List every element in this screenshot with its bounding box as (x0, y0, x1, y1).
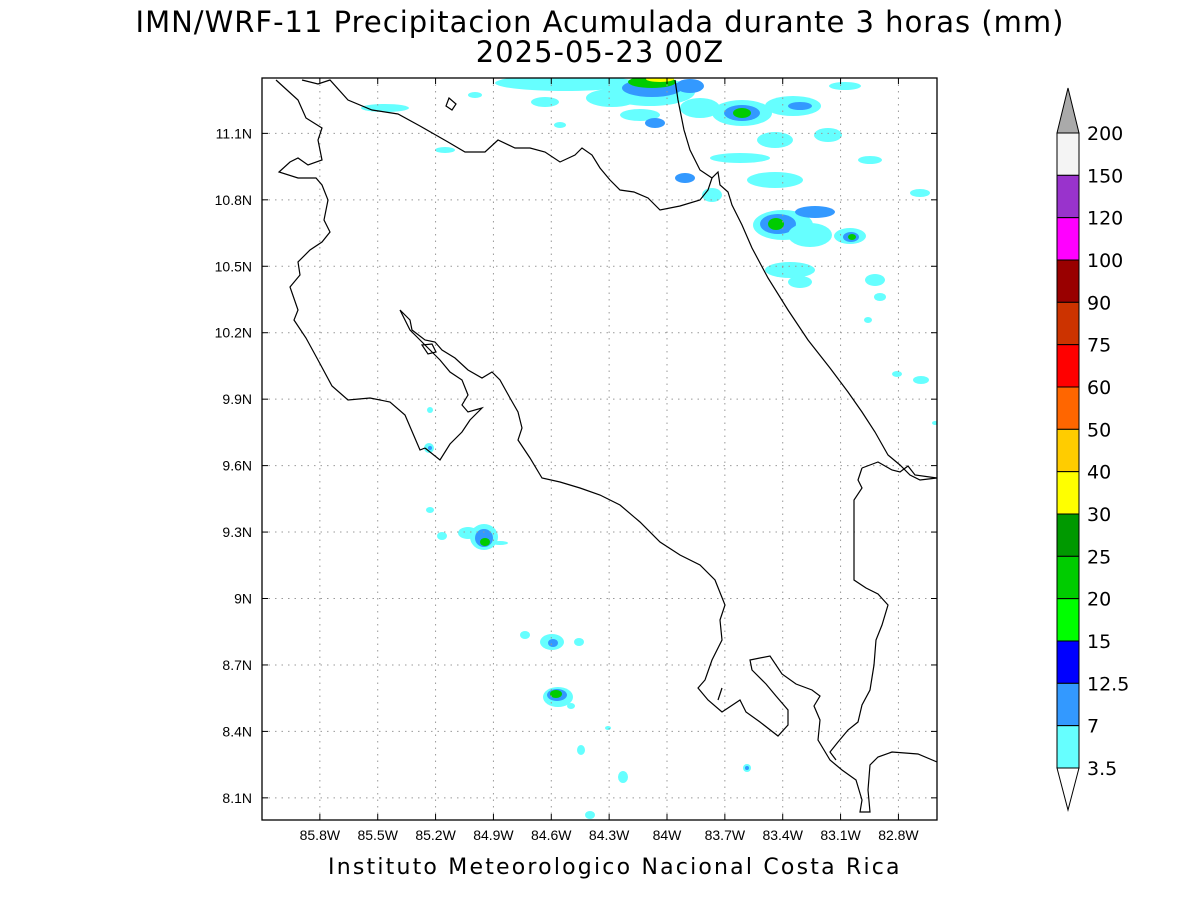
colorbar-label: 30 (1087, 504, 1111, 526)
colorbar-swatch (1056, 344, 1080, 388)
colorbar-label: 100 (1087, 250, 1123, 272)
y-tick-label: 9.3N (222, 524, 252, 540)
colorbar: 200 150 120 100 90 75 60 50 40 30 25 20 15 12.5 7 3.5 (1056, 87, 1129, 812)
x-tick-label: 83.7W (705, 827, 746, 843)
x-tick-label: 84.3W (589, 827, 630, 843)
colorbar-swatch (1056, 217, 1080, 261)
axes: 85.8W 85.5W 85.2W 84.9W 84.6W 84.3W 84W 83.7W 83… (215, 78, 937, 843)
x-tick-label: 83.1W (820, 827, 861, 843)
y-tick-label: 10.5N (215, 258, 252, 274)
colorbar-swatch (1056, 428, 1080, 473)
map-title: IMN/WRF-11 Precipitacion Acumulada duran… (135, 5, 1065, 39)
colorbar-swatch (1056, 725, 1080, 769)
colorbar-label: 150 (1087, 165, 1123, 187)
colorbar-label: 200 (1087, 123, 1123, 145)
x-tick-label: 85.2W (415, 827, 456, 843)
y-tick-label: 10.2N (215, 325, 252, 341)
y-tick-label: 11.1N (216, 125, 252, 141)
colorbar-label: 25 (1087, 546, 1111, 568)
colorbar-swatch (1056, 682, 1080, 727)
x-tick-label: 84.6W (531, 827, 572, 843)
colorbar-swatch (1056, 174, 1080, 219)
colorbar-swatch (1056, 598, 1080, 642)
colorbar-label: 12.5 (1087, 673, 1129, 695)
footer-credit: Instituto Meteorologico Nacional Costa R… (328, 855, 902, 880)
colorbar-under-triangle (1056, 767, 1080, 812)
colorbar-swatch (1056, 471, 1080, 515)
colorbar-label: 40 (1087, 462, 1111, 484)
colorbar-swatch (1056, 386, 1080, 430)
y-tick-label: 9N (234, 591, 252, 607)
x-tick-label: 84W (653, 827, 683, 843)
x-tick-label: 82.8W (878, 827, 919, 843)
colorbar-label: 60 (1087, 377, 1111, 399)
colorbar-label: 15 (1087, 631, 1111, 653)
y-tick-label: 8.1N (222, 790, 252, 806)
colorbar-swatch (1056, 259, 1080, 303)
colorbar-label: 20 (1087, 589, 1111, 611)
colorbar-label: 75 (1087, 335, 1111, 357)
colorbar-over-triangle (1056, 87, 1080, 134)
y-tick-label: 9.6N (222, 458, 252, 474)
map-subtitle: 2025-05-23 00Z (475, 35, 725, 69)
y-tick-label: 9.9N (222, 391, 252, 407)
plot-frame (261, 77, 938, 821)
y-tick-label: 8.7N (222, 657, 252, 673)
colorbar-swatch (1056, 301, 1080, 346)
colorbar-label: 90 (1087, 292, 1111, 314)
x-tick-label: 85.8W (300, 827, 341, 843)
precip-field (361, 78, 937, 819)
colorbar-swatch (1056, 640, 1080, 684)
colorbar-label: 120 (1087, 208, 1123, 230)
colorbar-label: 3.5 (1087, 758, 1117, 780)
colorbar-label: 7 (1087, 716, 1099, 738)
grid-lines (262, 78, 937, 820)
colorbar-label: 50 (1087, 419, 1111, 441)
x-tick-label: 85.5W (357, 827, 398, 843)
coastline (275, 79, 937, 813)
colorbar-swatch (1056, 555, 1080, 600)
colorbar-swatch (1056, 132, 1080, 176)
x-tick-label: 83.4W (762, 827, 803, 843)
x-tick-label: 84.9W (473, 827, 514, 843)
y-tick-label: 10.8N (215, 192, 252, 208)
y-tick-label: 8.4N (222, 723, 252, 739)
colorbar-swatch (1056, 513, 1080, 557)
